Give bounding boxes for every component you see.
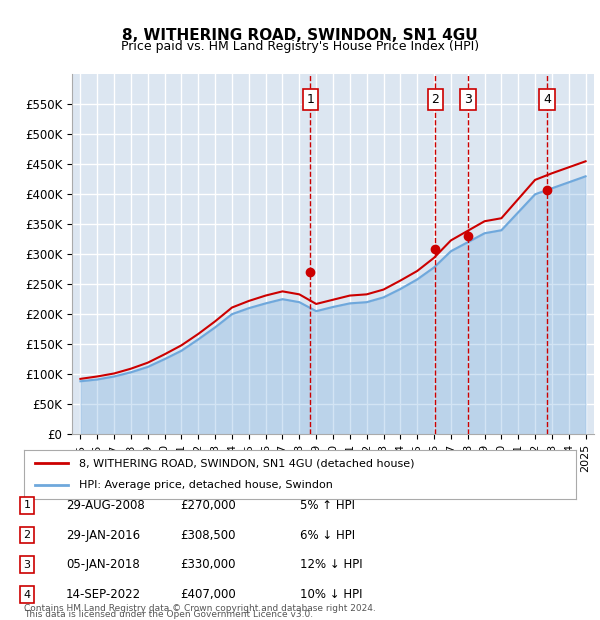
Text: 6% ↓ HPI: 6% ↓ HPI bbox=[300, 529, 355, 541]
Text: 2: 2 bbox=[23, 530, 31, 540]
Text: This data is licensed under the Open Government Licence v3.0.: This data is licensed under the Open Gov… bbox=[24, 610, 313, 619]
Text: 8, WITHERING ROAD, SWINDON, SN1 4GU (detached house): 8, WITHERING ROAD, SWINDON, SN1 4GU (det… bbox=[79, 458, 415, 468]
Text: 05-JAN-2018: 05-JAN-2018 bbox=[66, 559, 140, 571]
Text: 5% ↑ HPI: 5% ↑ HPI bbox=[300, 499, 355, 511]
Text: HPI: Average price, detached house, Swindon: HPI: Average price, detached house, Swin… bbox=[79, 480, 333, 490]
Text: 14-SEP-2022: 14-SEP-2022 bbox=[66, 588, 141, 601]
Text: Contains HM Land Registry data © Crown copyright and database right 2024.: Contains HM Land Registry data © Crown c… bbox=[24, 603, 376, 613]
Text: 4: 4 bbox=[23, 590, 31, 600]
Text: 12% ↓ HPI: 12% ↓ HPI bbox=[300, 559, 362, 571]
Text: 8, WITHERING ROAD, SWINDON, SN1 4GU: 8, WITHERING ROAD, SWINDON, SN1 4GU bbox=[122, 28, 478, 43]
Text: £330,000: £330,000 bbox=[180, 559, 235, 571]
Text: 4: 4 bbox=[543, 93, 551, 106]
Text: 2: 2 bbox=[431, 93, 439, 106]
Text: £270,000: £270,000 bbox=[180, 499, 236, 511]
Text: £308,500: £308,500 bbox=[180, 529, 235, 541]
Text: 29-AUG-2008: 29-AUG-2008 bbox=[66, 499, 145, 511]
Text: 1: 1 bbox=[23, 500, 31, 510]
Text: 3: 3 bbox=[23, 560, 31, 570]
Text: 10% ↓ HPI: 10% ↓ HPI bbox=[300, 588, 362, 601]
Text: 3: 3 bbox=[464, 93, 472, 106]
Text: 1: 1 bbox=[307, 93, 314, 106]
Text: 29-JAN-2016: 29-JAN-2016 bbox=[66, 529, 140, 541]
Text: £407,000: £407,000 bbox=[180, 588, 236, 601]
Text: Price paid vs. HM Land Registry's House Price Index (HPI): Price paid vs. HM Land Registry's House … bbox=[121, 40, 479, 53]
